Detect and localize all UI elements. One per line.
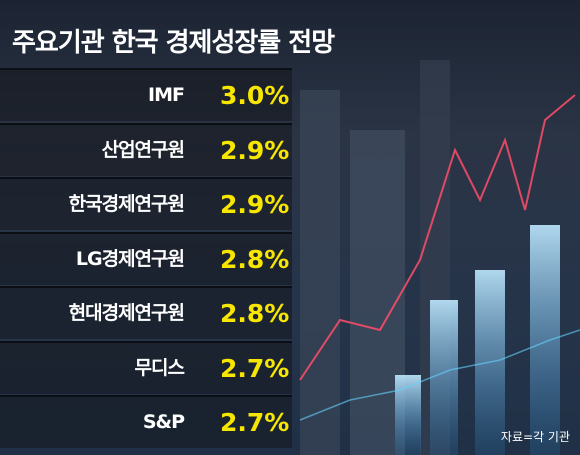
- growth-forecast: 2.8%: [220, 244, 290, 274]
- growth-forecast: 2.9%: [220, 135, 290, 165]
- growth-forecast: 2.7%: [220, 408, 290, 437]
- growth-forecast: 2.8%: [220, 299, 290, 328]
- institution: 산업연구원: [101, 138, 185, 161]
- table-row: 산업연구원 2.9%: [0, 122, 292, 176]
- table-row: S&P 2.7%: [0, 395, 292, 448]
- growth-forecast: 2.9%: [220, 190, 290, 219]
- institution: IMF: [148, 84, 185, 106]
- institution: 무디스: [134, 356, 185, 379]
- source-note: 자료=각 기관: [500, 430, 570, 444]
- table-row: IMF 3.0%: [0, 68, 292, 121]
- table-row: 한국경제연구원 2.9%: [0, 177, 292, 230]
- table-row: 무디스 2.7%: [0, 340, 292, 394]
- growth-forecast: 3.0%: [220, 81, 290, 110]
- title: 주요기관 한국 경제성장률 전망: [12, 28, 335, 58]
- growth-forecast: 2.7%: [220, 353, 290, 383]
- institution: LG경제연구원: [75, 247, 185, 270]
- institution: 현대경제연구원: [68, 302, 185, 324]
- institution: S&P: [142, 411, 185, 433]
- institution: 한국경제연구원: [68, 193, 185, 215]
- table-row: 현대경제연구원 2.8%: [0, 286, 292, 339]
- table-row: LG경제연구원 2.8%: [0, 231, 292, 285]
